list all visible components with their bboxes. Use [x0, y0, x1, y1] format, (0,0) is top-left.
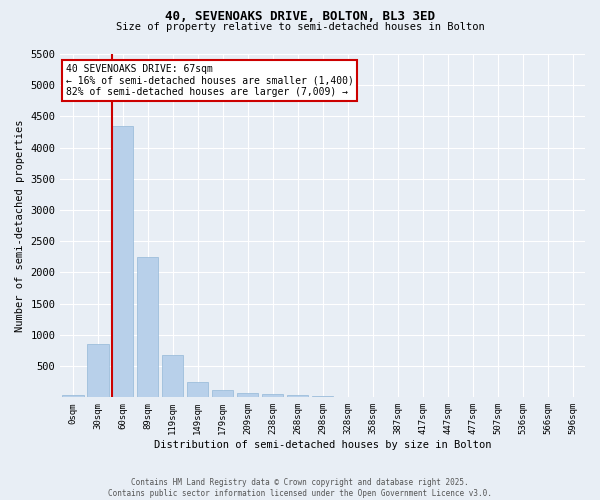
Bar	[62, 396, 83, 398]
Bar	[212, 390, 233, 398]
Bar	[162, 355, 184, 398]
X-axis label: Distribution of semi-detached houses by size in Bolton: Distribution of semi-detached houses by …	[154, 440, 491, 450]
Bar	[137, 257, 158, 398]
Bar	[237, 394, 259, 398]
Text: Contains HM Land Registry data © Crown copyright and database right 2025.
Contai: Contains HM Land Registry data © Crown c…	[108, 478, 492, 498]
Bar	[87, 344, 109, 398]
Text: Size of property relative to semi-detached houses in Bolton: Size of property relative to semi-detach…	[116, 22, 484, 32]
Bar	[337, 396, 358, 398]
Text: 40 SEVENOAKS DRIVE: 67sqm
← 16% of semi-detached houses are smaller (1,400)
82% : 40 SEVENOAKS DRIVE: 67sqm ← 16% of semi-…	[65, 64, 353, 98]
Bar	[187, 382, 208, 398]
Bar	[287, 395, 308, 398]
Text: 40, SEVENOAKS DRIVE, BOLTON, BL3 3ED: 40, SEVENOAKS DRIVE, BOLTON, BL3 3ED	[165, 10, 435, 23]
Y-axis label: Number of semi-detached properties: Number of semi-detached properties	[15, 120, 25, 332]
Bar	[312, 396, 334, 398]
Bar	[262, 394, 283, 398]
Bar	[112, 126, 133, 398]
